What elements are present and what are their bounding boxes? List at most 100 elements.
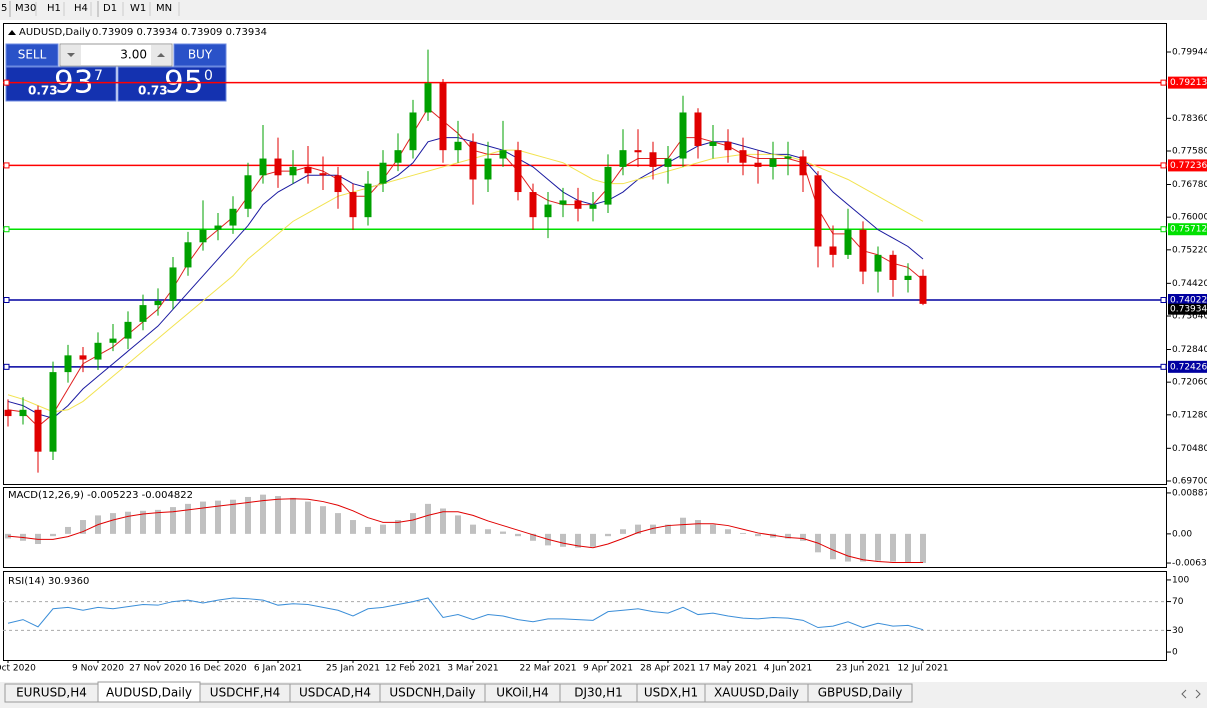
candle-body	[409, 112, 417, 151]
timeframe-button[interactable]: M30	[15, 3, 36, 14]
macd-bar	[725, 529, 731, 534]
macd-bar	[905, 533, 911, 563]
timeframe-button[interactable]: 5	[1, 3, 7, 14]
macd-bar	[695, 520, 701, 534]
macd-bar	[425, 503, 431, 534]
candle-body	[559, 200, 567, 205]
sell-button[interactable]	[5, 43, 59, 67]
macd-bar	[65, 526, 71, 534]
candle-body	[709, 141, 717, 146]
macd-bar	[125, 511, 131, 534]
candle-body	[259, 158, 267, 176]
timeframe-button[interactable]: H1	[47, 3, 61, 14]
candle-body	[394, 150, 402, 163]
tab[interactable]	[807, 683, 913, 703]
rsi-line	[7, 597, 924, 631]
macd-bar	[485, 529, 491, 534]
tab-label: XAUUSD,Daily	[714, 686, 799, 700]
y-tick-label: 30	[1172, 626, 1184, 636]
tab-scroll[interactable]	[1181, 689, 1201, 699]
candle-body	[79, 355, 87, 360]
candle-body	[379, 162, 387, 184]
y-tick-label: 0.72840	[1172, 345, 1207, 355]
x-tick-label: 9 Apr 2021	[583, 664, 633, 674]
level-handle	[3, 226, 10, 233]
candle-body	[874, 254, 882, 272]
tab-label: USDCNH,Daily	[389, 686, 475, 700]
level-handle	[3, 79, 10, 86]
macd-bar	[755, 533, 761, 537]
y-tick-label: 100	[1172, 575, 1189, 585]
level-label: 0.72426	[1170, 362, 1207, 372]
macd-bar	[635, 524, 641, 534]
chart-window	[0, 20, 1207, 682]
candle-body	[499, 150, 507, 159]
candle-body	[799, 156, 807, 176]
candle-body	[754, 162, 762, 167]
tab-label: USDCAD,H4	[299, 686, 371, 700]
macd-bar	[530, 533, 536, 541]
macd-signal	[7, 498, 923, 563]
candle-body	[574, 200, 582, 209]
macd-bar	[785, 533, 791, 539]
candle-body	[784, 156, 792, 159]
rsi-frame	[3, 571, 1167, 661]
buy-button[interactable]	[173, 43, 227, 67]
macd-bar	[680, 517, 686, 534]
candle-body	[814, 175, 822, 247]
candle-body	[304, 166, 312, 174]
candle-body	[244, 175, 252, 209]
candle-body	[919, 275, 927, 304]
candle-body	[4, 409, 12, 417]
x-tick-label: 9 Nov 2020	[72, 664, 124, 674]
timeframe-button[interactable]: D1	[103, 3, 117, 14]
candle-body	[739, 150, 747, 163]
y-tick-label: 0.00	[1172, 529, 1192, 539]
collapse-arrow	[8, 30, 16, 35]
tab-label: GBPUSD,Daily	[818, 686, 903, 700]
candle-body	[169, 267, 177, 301]
timeframe-button[interactable]: H4	[74, 3, 88, 14]
macd-bar	[650, 524, 656, 534]
tab-label: UKOil,H4	[496, 686, 549, 700]
y-tick-label: 0.72060	[1172, 378, 1207, 388]
level-label: 0.74022	[1170, 296, 1207, 306]
timeframe-button[interactable]: MN	[156, 3, 172, 14]
sell-price-box[interactable]	[5, 66, 117, 102]
level-handle	[1160, 297, 1167, 303]
tab-label: DJ30,H1	[574, 686, 623, 700]
level-handle	[1160, 363, 1167, 370]
candle-body	[604, 166, 612, 205]
candle-body	[199, 229, 207, 243]
main-frame	[3, 23, 1167, 485]
trade-panel: SELL 3.00 BUY 0.73 93 7 0.73 95 0	[5, 43, 227, 102]
lot-value: 3.00	[120, 48, 147, 62]
candle-body	[649, 152, 657, 167]
macd-bar	[260, 494, 266, 534]
x-tick-label: 27 Nov 2020	[129, 664, 187, 674]
y-tick-label: 0.76780	[1172, 180, 1207, 190]
candle-body	[544, 204, 552, 218]
level-label: 0.77236	[1170, 161, 1207, 171]
y-tick-label: 0.77580	[1172, 147, 1207, 157]
y-tick-label: 0.73640	[1172, 311, 1207, 321]
macd-bar	[200, 501, 206, 534]
candle-body	[829, 246, 837, 255]
lot-input[interactable]	[59, 43, 173, 67]
candle-body	[694, 112, 702, 146]
candle-body	[19, 409, 27, 417]
candle-body	[289, 166, 297, 176]
candle-body	[904, 275, 912, 280]
macd-bar	[455, 515, 461, 534]
candle-body	[274, 158, 282, 176]
candle-body	[769, 158, 777, 167]
y-tick-label: 0.75220	[1172, 245, 1207, 255]
level-handle	[1160, 226, 1167, 233]
tab-label: AUDUSD,Daily	[106, 686, 192, 700]
level-label-box	[1168, 294, 1207, 306]
buy-price-box[interactable]	[117, 66, 227, 102]
timeframe-button[interactable]: W1	[130, 3, 146, 14]
macd-bar	[245, 496, 251, 534]
macd-bar	[365, 526, 371, 534]
macd-bar	[665, 524, 671, 534]
